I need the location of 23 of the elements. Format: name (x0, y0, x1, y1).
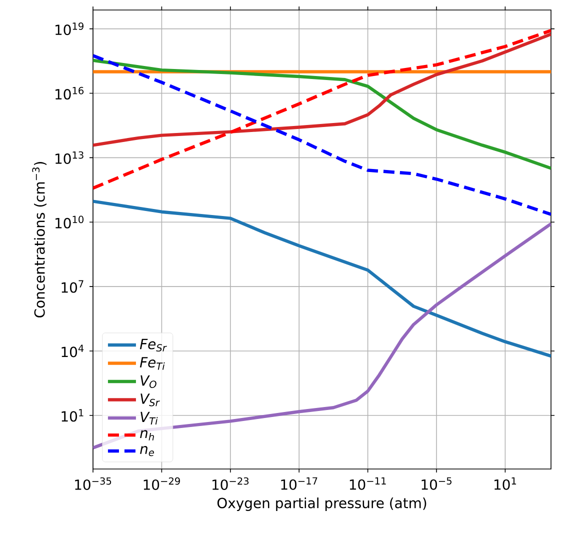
y-tick-label: 10$^{10}$ (56, 216, 84, 228)
x-tick-label: 10$^{−11}$ (350, 477, 386, 490)
y-tick-label: 10$^{1}$ (62, 409, 84, 422)
x-tick-label: 10$^{−17}$ (281, 477, 318, 490)
y-tick-label: 10$^{4}$ (62, 344, 84, 358)
legend-label: Fe$_{Sr}$ (140, 338, 167, 352)
legend-label: V$_{O}$ (140, 375, 156, 388)
legend-label: n$_{e}$ (140, 446, 154, 456)
legend-label: V$_{Ti}$ (140, 412, 158, 425)
x-axis-title: Oxygen partial pressure (atm) (217, 498, 426, 511)
y-tick-label: 10$^{16}$ (56, 86, 84, 100)
legend-label: V$_{Sr}$ (140, 394, 160, 406)
y-axis-title: Concentrations (cm$^{−3}$) (32, 162, 46, 318)
legend-label: n$_{h}$ (140, 430, 154, 440)
x-tick-label: 10$^{1}$ (494, 477, 516, 490)
x-tick-label: 10$^{−35}$ (75, 477, 112, 490)
x-tick-label: 10$^{−5}$ (422, 477, 452, 490)
x-tick-label: 10$^{−23}$ (212, 477, 249, 490)
y-tick-label: 10$^{7}$ (62, 280, 84, 293)
x-tick-label: 10$^{−29}$ (144, 477, 180, 490)
legend-label: Fe$_{Ti}$ (140, 357, 165, 370)
y-tick-label: 10$^{13}$ (56, 151, 84, 164)
y-tick-label: 10$^{19}$ (56, 22, 84, 36)
